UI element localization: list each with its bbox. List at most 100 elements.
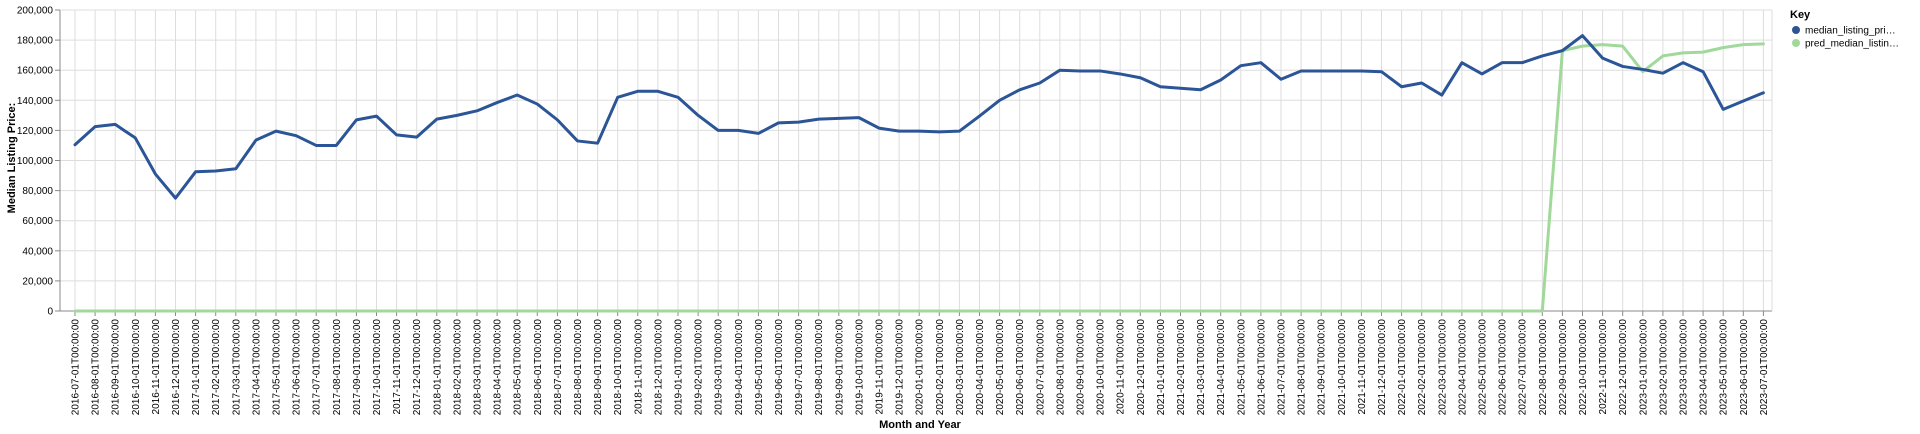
x-tick-label: 2019-01-01T00:00:00 [674, 319, 685, 416]
x-tick-label: 2019-05-01T00:00:00 [754, 319, 765, 416]
x-tick-label: 2022-05-01T00:00:00 [1478, 319, 1489, 416]
y-tick-label: 80,000 [22, 186, 53, 197]
x-tick-label: 2021-07-01T00:00:00 [1277, 319, 1288, 416]
x-tick-label: 2019-07-01T00:00:00 [794, 319, 805, 416]
x-tick-label: 2018-03-01T00:00:00 [473, 319, 484, 416]
x-tick-label: 2019-08-01T00:00:00 [814, 319, 825, 416]
legend-symbol [1792, 26, 1800, 34]
x-tick-label: 2023-07-01T00:00:00 [1759, 319, 1770, 416]
y-tick-label: 200,000 [17, 6, 54, 17]
x-tick-label: 2018-01-01T00:00:00 [432, 319, 443, 416]
x-tick-label: 2022-07-01T00:00:00 [1518, 319, 1529, 416]
x-tick-label: 2018-12-01T00:00:00 [653, 319, 664, 416]
x-tick-label: 2019-09-01T00:00:00 [834, 319, 845, 416]
x-tick-label: 2022-09-01T00:00:00 [1558, 319, 1569, 416]
y-tick-label: 40,000 [22, 246, 53, 257]
x-tick-label: 2023-04-01T00:00:00 [1699, 319, 1710, 416]
x-tick-label: 2018-09-01T00:00:00 [593, 319, 604, 416]
x-tick-label: 2023-05-01T00:00:00 [1719, 319, 1730, 416]
x-tick-label: 2021-02-01T00:00:00 [1176, 319, 1187, 416]
x-tick-label: 2022-10-01T00:00:00 [1578, 319, 1589, 416]
series-line-pred-median-listing-price [73, 42, 1765, 313]
x-tick-label: 2020-08-01T00:00:00 [1055, 319, 1066, 416]
x-tick-label: 2020-10-01T00:00:00 [1096, 319, 1107, 416]
x-tick-label: 2016-11-01T00:00:00 [151, 319, 162, 415]
x-tick-label: 2018-05-01T00:00:00 [513, 319, 524, 416]
x-tick-label: 2018-06-01T00:00:00 [533, 319, 544, 416]
legend-title: Key [1790, 9, 1811, 21]
x-tick-label: 2017-11-01T00:00:00 [392, 319, 403, 415]
x-tick-label: 2021-10-01T00:00:00 [1337, 319, 1348, 416]
x-tick-label: 2021-03-01T00:00:00 [1196, 319, 1207, 416]
legend: Key median_listing_pri… pred_median_listi… [1790, 9, 1899, 50]
x-tick-label: 2017-05-01T00:00:00 [272, 319, 283, 416]
x-tick-label: 2021-05-01T00:00:00 [1236, 319, 1247, 416]
x-tick-label: 2023-02-01T00:00:00 [1658, 319, 1669, 416]
x-tick-label: 2017-10-01T00:00:00 [372, 319, 383, 416]
y-tick-label: 140,000 [17, 96, 54, 107]
y-tick-label: 180,000 [17, 36, 54, 47]
legend-label: pred_median_listin… [1805, 39, 1899, 50]
x-tick-label: 2022-06-01T00:00:00 [1498, 319, 1509, 416]
x-tick-label: 2021-12-01T00:00:00 [1377, 319, 1388, 416]
x-tick-label: 2020-07-01T00:00:00 [1035, 319, 1046, 416]
x-tick-label: 2020-09-01T00:00:00 [1076, 319, 1087, 416]
x-tick-label: 2022-08-01T00:00:00 [1538, 319, 1549, 416]
x-tick-label: 2020-03-01T00:00:00 [955, 319, 966, 416]
x-tick-label: 2020-01-01T00:00:00 [915, 319, 926, 416]
x-tick-label: 2021-01-01T00:00:00 [1156, 319, 1167, 416]
y-axis-title: Median Listing Price: [6, 103, 18, 214]
legend-items: median_listing_pri… pred_median_listin… [1792, 26, 1899, 50]
x-tick-label: 2016-10-01T00:00:00 [131, 319, 142, 416]
y-axis-ticks: 0 20,000 40,000 60,000 80,000 100,000 120,000 1… [17, 6, 60, 318]
x-tick-label: 2022-04-01T00:00:00 [1457, 319, 1468, 416]
x-tick-label: 2023-01-01T00:00:00 [1638, 319, 1649, 416]
x-tick-label: 2017-12-01T00:00:00 [412, 319, 423, 416]
x-tick-label: 2019-02-01T00:00:00 [694, 319, 705, 416]
y-tick-label: 100,000 [17, 156, 54, 167]
x-tick-label: 2018-08-01T00:00:00 [573, 319, 584, 416]
x-tick-label: 2020-02-01T00:00:00 [935, 319, 946, 416]
series-lines [73, 34, 1765, 313]
x-tick-label: 2016-07-01T00:00:00 [71, 319, 82, 416]
x-tick-label: 2017-01-01T00:00:00 [191, 319, 202, 416]
x-tick-label: 2020-11-01T00:00:00 [1116, 319, 1127, 415]
x-tick-label: 2022-11-01T00:00:00 [1598, 319, 1609, 415]
x-tick-label: 2018-07-01T00:00:00 [553, 319, 564, 416]
x-tick-label: 2019-06-01T00:00:00 [774, 319, 785, 416]
x-tick-label: 2021-06-01T00:00:00 [1256, 319, 1267, 416]
x-tick-label: 2017-04-01T00:00:00 [251, 319, 262, 416]
x-tick-label: 2019-12-01T00:00:00 [895, 319, 906, 416]
x-tick-label: 2016-08-01T00:00:00 [91, 319, 102, 416]
x-tick-label: 2021-11-01T00:00:00 [1357, 319, 1368, 415]
x-axis-ticks: 2016-07-01T00:00:00 2016-08-01T00:00:00 20… [71, 311, 1770, 415]
x-tick-label: 2017-07-01T00:00:00 [312, 319, 323, 416]
x-tick-label: 2018-10-01T00:00:00 [613, 319, 624, 416]
x-tick-label: 2016-12-01T00:00:00 [171, 319, 182, 416]
x-tick-label: 2023-03-01T00:00:00 [1679, 319, 1690, 416]
x-tick-label: 2016-09-01T00:00:00 [111, 319, 122, 416]
x-tick-label: 2021-09-01T00:00:00 [1317, 319, 1328, 416]
x-tick-label: 2020-05-01T00:00:00 [995, 319, 1006, 416]
x-tick-label: 2019-10-01T00:00:00 [854, 319, 865, 416]
x-tick-label: 2018-11-01T00:00:00 [633, 319, 644, 415]
x-tick-label: 2023-06-01T00:00:00 [1739, 319, 1750, 416]
x-tick-label: 2018-02-01T00:00:00 [452, 319, 463, 416]
legend-label: median_listing_pri… [1805, 26, 1896, 37]
x-tick-label: 2017-06-01T00:00:00 [292, 319, 303, 416]
x-tick-label: 2020-04-01T00:00:00 [975, 319, 986, 416]
y-tick-label: 20,000 [22, 276, 53, 287]
x-tick-label: 2017-03-01T00:00:00 [231, 319, 242, 416]
series-line-median-listing-price [73, 34, 1765, 200]
x-tick-label: 2019-04-01T00:00:00 [734, 319, 745, 416]
x-tick-label: 2020-12-01T00:00:00 [1136, 319, 1147, 416]
legend-symbol [1792, 39, 1800, 47]
y-tick-label: 120,000 [17, 126, 54, 137]
x-tick-label: 2022-01-01T00:00:00 [1397, 319, 1408, 416]
x-tick-label: 2019-03-01T00:00:00 [714, 319, 725, 416]
x-tick-label: 2017-02-01T00:00:00 [211, 319, 222, 416]
x-tick-label: 2017-08-01T00:00:00 [332, 319, 343, 416]
x-tick-label: 2019-11-01T00:00:00 [875, 319, 886, 415]
